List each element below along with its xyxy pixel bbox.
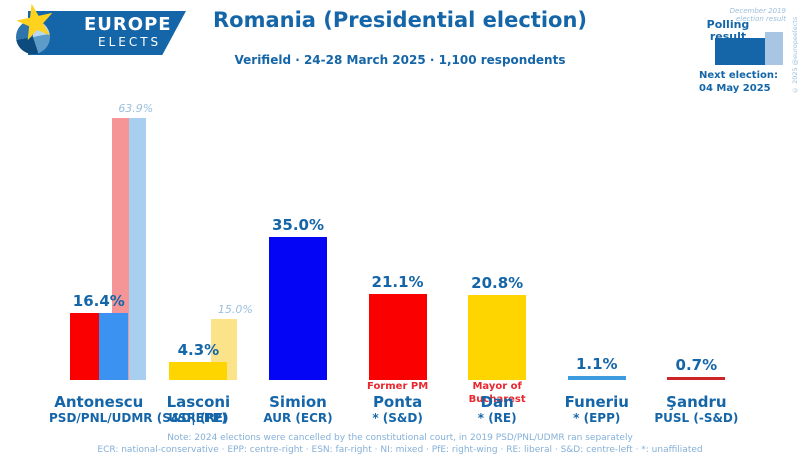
polling-bar-segment — [98, 312, 128, 380]
polling-value-label: 20.8% — [471, 273, 524, 292]
polling-value-label: 4.3% — [177, 341, 220, 360]
polling-value-label: 16.4% — [72, 291, 125, 310]
bar-zone: 35.0% — [248, 95, 348, 380]
polling-value-label: 21.1% — [371, 272, 424, 291]
footer: Note: 2024 elections were cancelled by t… — [0, 432, 800, 456]
logo-banner: EUROPE ELECTS — [28, 11, 186, 55]
candidate-name: Dan — [480, 393, 514, 411]
footer-abbreviations: ECR: national-conservative · EPP: centre… — [97, 445, 703, 455]
globe-icon — [16, 20, 50, 54]
copyright-text: © 2025 @europeelects — [791, 16, 799, 94]
polling-bar — [567, 375, 626, 380]
candidate-party: * (S&D) — [372, 411, 423, 425]
chart-area: 63.9% 16.4% Antonescu PSD/PNL/UDMR (S&D|EPP… — [49, 95, 746, 426]
candidate-party: PSD/PNL/UDMR (S&D|EPP) — [49, 411, 227, 425]
polling-bar-segment — [468, 294, 527, 380]
previous-bar-segment — [128, 118, 146, 380]
bar-zone: 21.1% — [348, 95, 448, 380]
polling-bar-segment — [567, 375, 626, 380]
next-election-line1: Next election: — [699, 70, 778, 81]
page-title: Romania (Presidential election) — [212, 8, 588, 32]
previous-value-label: 15.0% — [217, 302, 253, 316]
polling-bar-segment — [69, 312, 99, 380]
bar-zone: 20.8% — [447, 95, 547, 380]
bar-zone: 0.7% — [647, 95, 747, 380]
logo-text-europe: EUROPE — [84, 14, 172, 35]
next-election-label: Next election: 04 May 2025 — [699, 69, 778, 95]
polling-value-label: 35.0% — [271, 215, 324, 234]
candidate-column-simion: 35.0% Simion AUR (ECR) — [248, 95, 348, 426]
legend-previous-bar-swatch — [765, 32, 783, 65]
candidate-note — [647, 380, 747, 394]
candidate-column-lasconi: 15.0% 4.3% Lasconi USR (RE) — [149, 95, 253, 426]
candidate-column-şandru: 0.7% Şandru PUSL (-S&D) — [647, 95, 747, 426]
polling-value-label: 0.7% — [675, 356, 718, 375]
candidate-note — [149, 380, 249, 394]
candidate-name: Şandru — [666, 393, 727, 411]
bar-zone: 63.9% 16.4% — [49, 95, 153, 380]
polling-bar — [468, 294, 527, 380]
candidate-name: Simion — [269, 393, 327, 411]
polling-bar-segment — [268, 236, 327, 380]
polling-value-label: 1.1% — [575, 354, 618, 373]
polling-bar — [667, 377, 726, 380]
candidate-name: Funeriu — [564, 393, 629, 411]
bar-zone: 15.0% 4.3% — [149, 95, 253, 380]
previous-value-label: 63.9% — [118, 102, 154, 116]
polling-bar-segment — [169, 362, 228, 380]
candidate-name: Lasconi — [166, 393, 231, 411]
polling-bar — [69, 312, 128, 380]
candidate-party: * (RE) — [477, 411, 517, 425]
footer-note: Note: 2024 elections were cancelled by t… — [167, 433, 633, 443]
candidate-column-ponta: 21.1% Former PM Ponta * (S&D) — [348, 95, 448, 426]
candidate-name: Ponta — [372, 393, 423, 411]
polling-bar-segment — [667, 377, 726, 380]
candidate-party: PUSL (-S&D) — [654, 411, 739, 425]
polling-bar — [368, 293, 427, 380]
candidate-column-dan: 20.8% Mayor of Bucharest Dan * (RE) — [447, 95, 547, 426]
legend: December 2019 election result Polling re… — [695, 5, 800, 103]
poll-subtitle: Verifield · 24-28 March 2025 · 1,100 res… — [234, 53, 566, 67]
polling-bar — [268, 236, 327, 380]
next-election-line2: 04 May 2025 — [699, 83, 771, 94]
candidate-column-funeriu: 1.1% Funeriu * (EPP) — [547, 95, 647, 426]
candidate-column-antonescu: 63.9% 16.4% Antonescu PSD/PNL/UDMR (S&D|EPP… — [49, 95, 227, 426]
legend-polling-bar-swatch — [715, 38, 765, 65]
candidate-note — [248, 380, 348, 394]
candidate-party: * (EPP) — [573, 411, 621, 425]
candidate-note: Mayor of Bucharest — [468, 381, 526, 405]
bar-zone: 1.1% — [547, 95, 647, 380]
polling-bar-segment — [368, 293, 427, 380]
legend-previous-result-label: December 2019 election result — [729, 7, 786, 23]
polling-bar — [169, 362, 228, 380]
candidate-name: Antonescu — [54, 393, 144, 411]
candidate-party: USR (RE) — [168, 411, 229, 425]
europe-elects-logo: EUROPE ELECTS ★ — [9, 0, 195, 60]
candidate-note — [49, 380, 149, 394]
candidate-note: Former PM — [367, 381, 429, 392]
candidate-note — [547, 380, 647, 394]
logo-text-elects: ELECTS — [98, 35, 162, 49]
candidate-party: AUR (ECR) — [263, 411, 333, 425]
